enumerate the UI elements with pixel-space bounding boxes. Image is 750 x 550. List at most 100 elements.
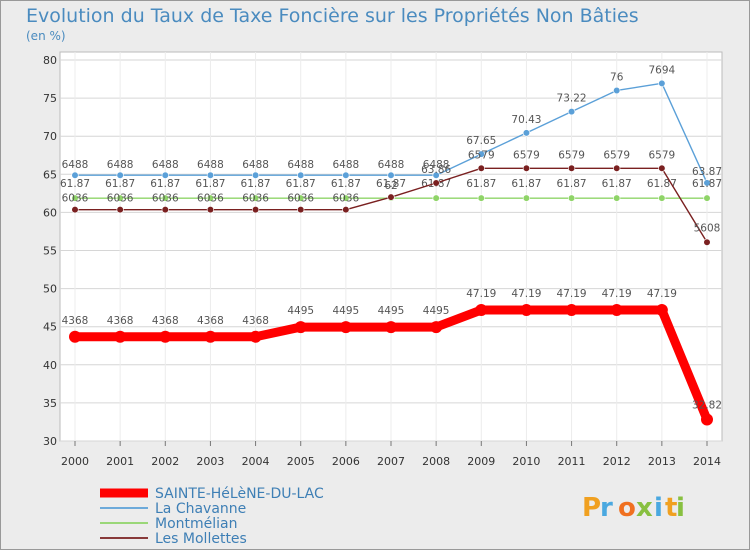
data-label: 6579 [648, 149, 675, 161]
data-point [477, 194, 485, 202]
data-label: 70.43 [511, 114, 541, 126]
data-label: 4495 [287, 305, 314, 317]
data-point [613, 86, 621, 95]
data-point [206, 206, 215, 214]
data-label: 4368 [242, 315, 269, 327]
data-label: 4495 [332, 305, 359, 317]
data-label: 6488 [332, 159, 359, 171]
data-label: 6579 [513, 149, 540, 161]
data-label: 61.87 [60, 178, 90, 190]
data-point [658, 79, 666, 87]
logo-letter: x [636, 493, 653, 523]
logo-letter: i [654, 493, 663, 523]
data-point [71, 171, 79, 179]
legend-label: Montmélian [155, 516, 238, 532]
logo-letter: t [665, 493, 677, 523]
data-label: 4368 [62, 315, 89, 327]
chart-title: Evolution du Taux de Taxe Foncière sur l… [26, 5, 639, 27]
data-label: 62 [384, 180, 397, 192]
data-label: 61.87 [376, 178, 406, 190]
data-point [161, 206, 169, 214]
data-point [703, 179, 711, 187]
data-label: 6488 [107, 159, 134, 171]
data-label: 6036 [197, 193, 224, 205]
data-label: 61.87 [105, 178, 135, 190]
data-label: 47.19 [647, 288, 677, 300]
data-point [477, 164, 485, 172]
y-tick-label: 60 [43, 206, 57, 219]
data-point [297, 194, 305, 202]
data-point [71, 194, 79, 202]
logo-letter: o [618, 493, 636, 523]
x-tick-label: 2004 [242, 455, 270, 468]
y-tick-label: 35 [43, 397, 57, 410]
data-label: 4495 [378, 305, 405, 317]
logo-letter: r [600, 493, 613, 523]
data-point [116, 171, 124, 179]
data-label: 6579 [558, 149, 585, 161]
data-point [342, 171, 350, 179]
logo-letter: P [582, 493, 601, 523]
data-point [339, 321, 352, 334]
data-point [294, 321, 307, 334]
x-tick-label: 2003 [196, 455, 224, 468]
data-label: 47.19 [557, 288, 587, 300]
data-label: 4495 [423, 305, 450, 317]
data-label: 61.87 [692, 178, 722, 190]
data-point [387, 193, 395, 201]
x-tick-label: 2008 [422, 455, 450, 468]
data-point [206, 171, 215, 179]
data-point [116, 194, 124, 202]
data-point [477, 150, 485, 158]
data-point [613, 164, 621, 172]
y-tick-label: 30 [43, 435, 57, 448]
data-label: 5608 [694, 222, 721, 234]
data-label: 32.82 [692, 400, 722, 412]
data-label: 63.87 [692, 166, 722, 178]
series-les-mollettes: 6036 6036 6036 6036 6036 6036 6036 62 63.86 6579 6… [62, 149, 721, 246]
y-tick-label: 40 [43, 359, 57, 372]
data-label: 61.87 [150, 178, 180, 190]
plot-area: 30 35 40 45 50 55 60 65 70 75 80 2000 2001 2002 2003 20… [43, 51, 723, 468]
x-tick-label: 2006 [332, 455, 360, 468]
data-point [116, 206, 124, 214]
x-tick-label: 2011 [558, 455, 586, 468]
y-axis-unit: (en %) [26, 29, 66, 43]
data-point [610, 304, 623, 317]
data-label: 61.87 [511, 178, 541, 190]
data-label: 7694 [648, 64, 675, 76]
data-point [387, 171, 395, 179]
data-point [613, 194, 621, 202]
data-point [251, 194, 260, 202]
data-label: 6488 [62, 159, 89, 171]
y-tick-label: 65 [43, 168, 57, 181]
data-point [114, 330, 127, 343]
data-point [522, 129, 531, 137]
x-tick-label: 2012 [603, 455, 631, 468]
data-label: 63.86 [421, 164, 451, 176]
data-label: 73.22 [557, 93, 587, 105]
y-tick-label: 55 [43, 245, 57, 258]
data-label: 6579 [603, 149, 630, 161]
data-label: 67.65 [466, 135, 496, 147]
y-tick-label: 75 [43, 92, 57, 105]
legend-label: Les Mollettes [155, 531, 247, 547]
data-label: 6036 [287, 193, 314, 205]
data-point [658, 194, 666, 202]
data-point [703, 238, 711, 246]
x-tick-label: 2007 [377, 455, 405, 468]
data-label: 61.87 [647, 178, 677, 190]
data-point [342, 194, 350, 202]
data-label: 6488 [242, 159, 269, 171]
data-label: 47.19 [466, 288, 496, 300]
data-label: 6488 [378, 159, 405, 171]
data-point [520, 304, 533, 317]
data-point [430, 321, 443, 334]
data-point [522, 194, 531, 202]
data-label: 61.87 [466, 178, 496, 190]
series-sainte-h-l-ne-du-lac: 4368 4368 4368 4368 4368 4495 4495 4495 4495 47.1… [62, 288, 722, 426]
data-point [249, 330, 262, 343]
data-label: 4368 [107, 315, 134, 327]
legend-label: La Chavanne [155, 501, 246, 517]
